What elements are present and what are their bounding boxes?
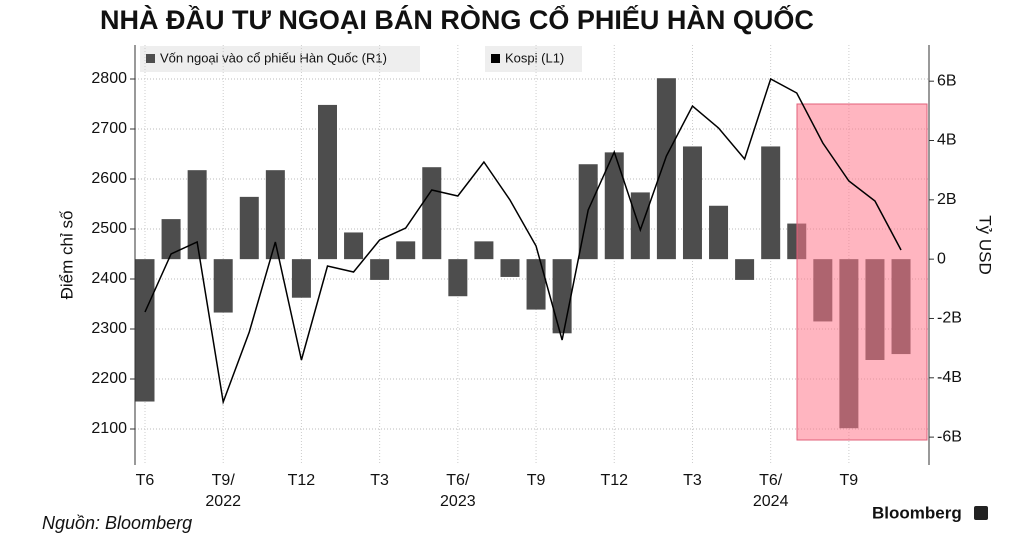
bar	[187, 170, 207, 260]
bar	[656, 78, 676, 260]
y-axis-label: Điểm chỉ số	[57, 210, 76, 299]
y-tick-label: 2300	[91, 320, 127, 337]
bar	[370, 259, 390, 280]
brand-icon	[974, 506, 988, 520]
bar	[265, 170, 285, 260]
bar	[422, 167, 442, 260]
bar	[604, 152, 624, 260]
bar	[500, 259, 520, 277]
y-tick-label: 2100	[91, 420, 127, 437]
highlight	[796, 103, 928, 441]
bar	[682, 146, 702, 260]
y-tick-label: 2500	[91, 220, 127, 237]
bar	[735, 259, 755, 280]
legend-swatch	[146, 54, 155, 63]
bar	[474, 241, 494, 260]
x-tick-label: T12	[600, 472, 629, 489]
bar	[213, 259, 233, 313]
x-tick-label: T9	[839, 472, 859, 489]
y-tick-label: 2600	[91, 170, 127, 187]
y2-tick-label: -4B	[937, 369, 962, 386]
bar	[448, 259, 468, 297]
bar	[239, 196, 259, 260]
y-tick-label: 2800	[91, 70, 127, 87]
y2-tick-label: 2B	[937, 191, 957, 208]
x-tick-label: T3	[370, 472, 389, 489]
source: Nguồn: Bloomberg	[42, 513, 192, 533]
x-tick-label: T3	[683, 472, 702, 489]
legend-box	[140, 46, 420, 72]
bar	[161, 219, 181, 260]
brand: Bloomberg	[872, 503, 962, 522]
bar	[344, 232, 364, 260]
bar	[709, 205, 729, 260]
y-tick-label: 2400	[91, 270, 127, 287]
x-tick-label: T12	[287, 472, 316, 489]
bar	[526, 259, 546, 310]
x-tick-label: T6/ 2023	[440, 472, 476, 510]
y2-tick-label: -6B	[937, 428, 962, 445]
x-tick-label: T6	[135, 472, 155, 489]
chart-title: NHÀ ĐẦU TƯ NGOẠI BÁN RÒNG CỔ PHIẾU HÀN Q…	[100, 3, 814, 35]
line	[144, 77, 902, 405]
y2-tick-label: 0	[937, 250, 946, 267]
legend-label: Kospi (L1)	[505, 50, 564, 65]
bar	[291, 259, 311, 298]
y2-tick-label: 6B	[937, 72, 957, 89]
legend-label: Vốn ngoại vào cổ phiếu Hàn Quốc (R1)	[160, 50, 387, 65]
bar	[396, 241, 416, 260]
y-tick-label: 2200	[91, 370, 127, 387]
y2-axis-label: Tỷ USD	[976, 215, 995, 275]
legend-swatch	[491, 54, 500, 63]
bar	[630, 192, 650, 260]
bar	[135, 259, 155, 402]
bar	[317, 104, 337, 260]
y-tick-label: 2700	[91, 120, 127, 137]
x-tick-label: T9	[526, 472, 546, 489]
x-tick-label: T6/ 2024	[752, 472, 789, 510]
bar	[552, 259, 572, 334]
bar	[761, 146, 781, 260]
y2-tick-label: 4B	[937, 132, 957, 149]
legend-box	[485, 46, 582, 72]
y2-tick-label: -2B	[937, 310, 962, 327]
x-tick-label: T9/ 2022	[205, 472, 241, 510]
